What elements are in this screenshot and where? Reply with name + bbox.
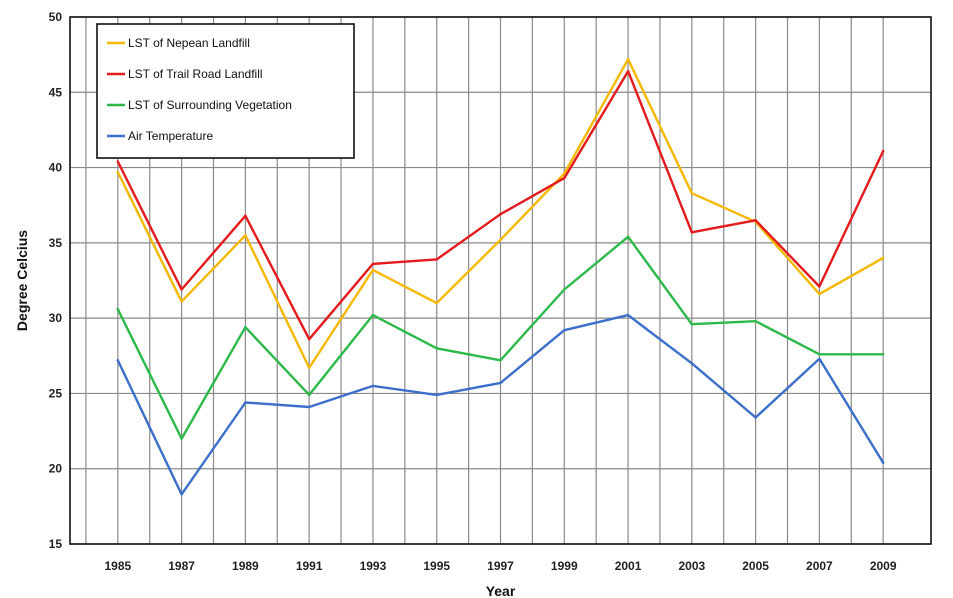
data-point xyxy=(499,359,502,362)
data-point xyxy=(563,288,566,291)
data-point xyxy=(116,307,120,311)
x-tick-label: 1991 xyxy=(296,559,323,573)
x-tick-label: 1993 xyxy=(360,559,387,573)
data-point xyxy=(754,416,757,419)
y-tick-label: 35 xyxy=(49,236,63,250)
legend-label: LST of Surrounding Vegetation xyxy=(128,98,292,112)
data-point xyxy=(435,301,438,305)
data-point xyxy=(626,57,630,61)
x-tick-label: 1995 xyxy=(423,559,450,573)
data-point xyxy=(244,325,247,329)
y-tick-label: 25 xyxy=(49,386,63,400)
y-axis-title: Degree Celcius xyxy=(14,230,30,331)
y-tick-label: 40 xyxy=(49,161,63,175)
data-point xyxy=(626,235,630,239)
data-point xyxy=(180,300,183,303)
data-point xyxy=(626,70,630,73)
y-tick-label: 30 xyxy=(49,311,63,325)
data-point xyxy=(690,362,694,365)
x-tick-label: 2001 xyxy=(615,559,642,573)
data-point xyxy=(499,213,502,216)
plot-frame xyxy=(69,16,932,545)
data-point xyxy=(563,176,566,180)
data-point xyxy=(371,384,375,388)
data-point xyxy=(244,214,247,217)
legend-label: LST of Trail Road Landfill xyxy=(128,67,263,81)
data-point xyxy=(371,268,375,272)
data-point xyxy=(116,160,120,163)
y-tick-label: 50 xyxy=(49,10,63,24)
data-point xyxy=(307,405,311,409)
data-point xyxy=(881,256,885,260)
data-point xyxy=(818,285,821,288)
data-point xyxy=(754,319,757,323)
x-tick-label: 1999 xyxy=(551,559,578,573)
y-tick-label: 15 xyxy=(49,537,63,551)
data-point xyxy=(435,393,438,397)
x-tick-label: 2007 xyxy=(806,559,833,573)
data-point xyxy=(180,288,183,291)
legend-box xyxy=(96,23,355,159)
data-point xyxy=(371,262,375,266)
data-point xyxy=(307,393,311,397)
data-point xyxy=(881,149,885,153)
data-point xyxy=(818,292,821,296)
data-point xyxy=(563,328,566,332)
x-tick-label: 1987 xyxy=(168,559,195,573)
data-point xyxy=(116,170,120,174)
data-point xyxy=(818,353,821,356)
data-point xyxy=(307,338,311,341)
data-point xyxy=(180,493,183,496)
data-point xyxy=(244,234,247,237)
x-axis-title: Year xyxy=(486,583,516,598)
data-point xyxy=(818,357,821,360)
legend-label: Air Temperature xyxy=(128,129,213,143)
x-tick-label: 2003 xyxy=(678,559,705,573)
data-point xyxy=(754,219,757,222)
data-point xyxy=(690,191,694,195)
data-point xyxy=(180,437,183,440)
series-lines xyxy=(116,57,885,496)
data-point xyxy=(690,322,694,326)
data-point xyxy=(435,347,438,350)
data-point xyxy=(626,313,630,317)
y-tick-labels: 15 20 25 30 35 40 45 50 xyxy=(49,10,63,551)
data-point xyxy=(435,258,438,261)
data-point xyxy=(499,381,502,385)
legend-label: LST of Nepean Landfill xyxy=(128,36,250,50)
data-point xyxy=(116,359,120,362)
x-tick-label: 1989 xyxy=(232,559,259,573)
x-tick-label: 2009 xyxy=(870,559,897,573)
data-point xyxy=(371,313,375,317)
data-point xyxy=(881,461,885,464)
y-tick-label: 45 xyxy=(49,85,63,99)
y-tick-label: 20 xyxy=(49,462,63,476)
data-point xyxy=(307,366,311,370)
x-tick-label: 1997 xyxy=(487,559,514,573)
data-point xyxy=(881,353,885,356)
data-point xyxy=(244,401,247,404)
data-point xyxy=(563,172,566,175)
data-point xyxy=(690,231,694,234)
x-tick-labels: 1985 1987 1989 1991 1993 1995 1997 1999 2001 2003… xyxy=(104,559,896,573)
legend: LST of Nepean Landfill LST of Trail Road … xyxy=(96,23,355,159)
data-point xyxy=(499,238,502,242)
x-tick-label: 1985 xyxy=(104,559,131,573)
x-tick-label: 2005 xyxy=(742,559,769,573)
